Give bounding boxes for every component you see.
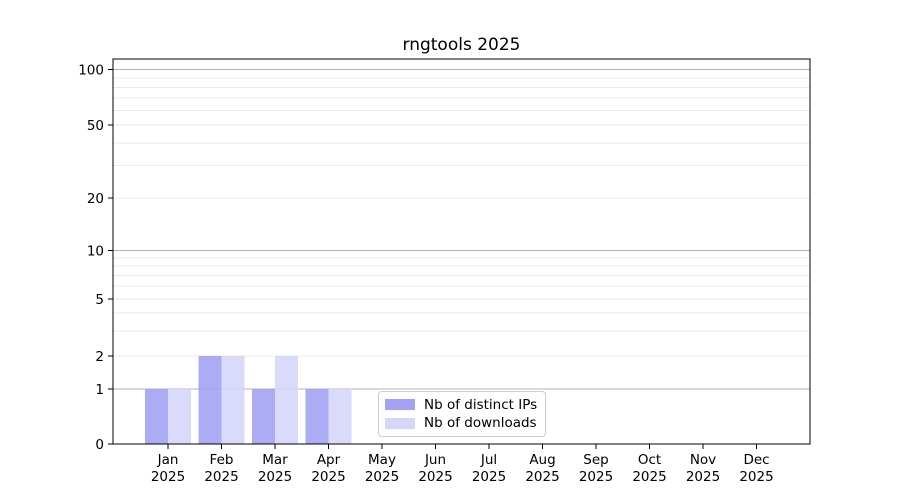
bar-distinct-ips bbox=[252, 389, 275, 444]
legend-swatch-distinct-ips bbox=[385, 399, 415, 411]
y-tick-label: 10 bbox=[87, 243, 104, 259]
x-tick-label: May 2025 bbox=[365, 452, 399, 485]
x-tick-label: Sep 2025 bbox=[579, 452, 613, 485]
x-tick-label: Feb 2025 bbox=[204, 452, 238, 485]
bar-distinct-ips bbox=[198, 356, 222, 444]
legend-label-downloads: Nb of downloads bbox=[424, 415, 537, 432]
x-tick-label: Jun 2025 bbox=[418, 452, 452, 485]
chart-legend: Nb of distinct IPs Nb of downloads bbox=[378, 391, 546, 437]
legend-entry-downloads: Nb of downloads bbox=[385, 414, 539, 432]
legend-swatch-downloads bbox=[385, 417, 415, 429]
bar-distinct-ips bbox=[145, 389, 168, 444]
x-tick-label: Mar 2025 bbox=[258, 452, 292, 485]
bar-downloads bbox=[168, 389, 191, 444]
bar-downloads bbox=[275, 356, 298, 444]
legend-label-distinct-ips: Nb of distinct IPs bbox=[424, 396, 538, 413]
y-tick-label: 5 bbox=[95, 292, 104, 308]
x-tick-label: Aug 2025 bbox=[525, 452, 559, 485]
y-tick-label: 1 bbox=[95, 382, 104, 398]
y-tick-label: 100 bbox=[78, 62, 104, 78]
x-tick-label: Nov 2025 bbox=[686, 452, 720, 485]
chart-title: rngtools 2025 bbox=[402, 35, 521, 55]
y-tick-label: 50 bbox=[87, 118, 104, 134]
legend-entry-distinct-ips: Nb of distinct IPs bbox=[385, 396, 539, 414]
x-tick-label: Jan 2025 bbox=[151, 452, 185, 485]
axes-frame bbox=[112, 58, 811, 445]
bar-downloads bbox=[328, 389, 352, 444]
x-tick-label: Apr 2025 bbox=[311, 452, 345, 485]
y-tick-label: 0 bbox=[95, 437, 104, 453]
x-tick-label: Jul 2025 bbox=[472, 452, 506, 485]
y-tick-label: 2 bbox=[95, 349, 104, 365]
y-tick-label: 20 bbox=[87, 191, 104, 207]
bar-distinct-ips bbox=[305, 389, 329, 444]
x-tick-label: Dec 2025 bbox=[739, 452, 773, 485]
bar-downloads bbox=[221, 356, 245, 444]
x-tick-label: Oct 2025 bbox=[632, 452, 666, 485]
